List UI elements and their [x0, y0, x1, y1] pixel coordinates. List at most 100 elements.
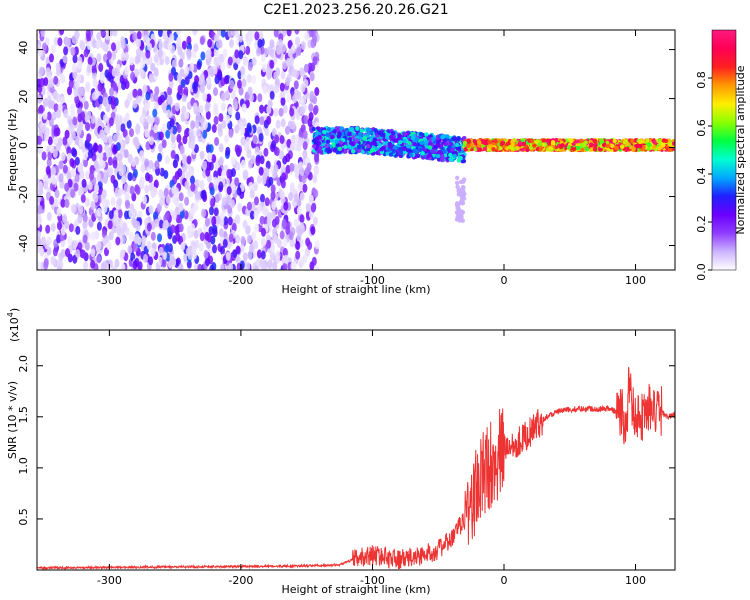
spectrogram-cell: [120, 249, 125, 259]
spectrogram-cell: [280, 179, 286, 189]
spectrogram-cell: [251, 231, 257, 241]
spectrogram-cell: [128, 232, 134, 242]
spectrogram-cell: [314, 167, 319, 177]
spectrogram-cell: [139, 114, 145, 124]
spectrogram-cell: [94, 230, 100, 240]
spectrogram-cell: [236, 262, 242, 270]
spectrogram-cell: [461, 158, 467, 164]
spectrogram-cell: [351, 149, 356, 154]
spectrogram-cell: [45, 224, 51, 234]
spectrogram-cell: [216, 30, 222, 37]
spectrogram-cell: [91, 64, 97, 74]
spectrogram-cell: [49, 53, 54, 63]
spectrogram-cell: [226, 168, 232, 178]
spectrogram-cell: [201, 208, 207, 218]
spectrogram-cell: [209, 186, 215, 196]
spectrogram-cell: [194, 239, 200, 249]
spectrogram-cell: [50, 166, 56, 175]
spectrogram-cell: [309, 72, 315, 82]
spectrogram-cell: [38, 48, 43, 57]
spectrogram-cell: [141, 235, 147, 245]
spectrogram-cell: [372, 141, 378, 146]
snr-series-line: [37, 367, 675, 570]
spectrogram-cell: [235, 111, 241, 121]
spectrogram-cell: [208, 226, 214, 236]
spectrogram-cell: [83, 48, 89, 58]
spectrogram-region: [462, 138, 675, 153]
spectrogram-cell: [73, 88, 79, 97]
spectrogram-cell: [270, 251, 275, 261]
colorbar-label: Normalized spectral amplitude: [734, 65, 747, 234]
spectrogram-cell: [108, 73, 114, 83]
spectrogram-cell: [228, 129, 234, 138]
spectrogram-cell: [419, 140, 424, 146]
spectrogram-cell: [171, 66, 176, 76]
spectrogram-cell: [85, 30, 91, 39]
colorbar: 0.00.20.40.60.8 Normalized spectral ampl…: [695, 29, 747, 281]
spectrogram-cell: [178, 192, 184, 202]
spectrogram-cell: [206, 76, 212, 86]
spectrogram-cell: [62, 136, 68, 146]
spectrogram-cell: [418, 131, 424, 137]
spectrogram-cell: [231, 90, 236, 100]
spectrogram-cell: [312, 56, 318, 66]
spectrogram-cell: [167, 86, 173, 96]
spectrogram-cell: [424, 139, 429, 145]
spectrogram-cell: [347, 136, 353, 142]
spectrogram-cell: [258, 166, 264, 176]
spectrogram-cell: [300, 256, 305, 266]
spectrogram-cell: [115, 142, 121, 151]
spectrogram-cell: [145, 141, 151, 151]
spectrogram-cell: [80, 194, 86, 203]
spectrogram-cell: [190, 140, 196, 150]
spectrogram-cell: [515, 146, 520, 151]
spectrogram-cell: [53, 127, 59, 137]
spectrogram-cell: [97, 82, 103, 92]
spectrogram-cell: [566, 145, 571, 150]
spectrogram-cell: [392, 145, 398, 150]
spectrogram-cell: [96, 39, 102, 49]
spectrogram-cell: [448, 152, 453, 158]
spectrogram-cell: [260, 53, 266, 63]
spectrogram-cell: [249, 210, 255, 220]
spectrogram-cell: [50, 44, 56, 54]
spectrogram-cell: [146, 241, 152, 250]
spectrogram-cell: [388, 152, 394, 157]
spectrogram-cell: [42, 98, 48, 108]
spectrogram-cell: [115, 40, 121, 50]
spectrogram-cell: [283, 201, 289, 211]
spectrogram-cell: [447, 145, 452, 150]
spectrogram-cell: [431, 148, 436, 154]
spectrogram-cell: [96, 241, 102, 250]
spectrogram-cell: [584, 146, 589, 152]
spectrogram-cell: [87, 56, 93, 66]
spectrogram-cell: [209, 68, 215, 78]
spectrogram-cell: [157, 233, 162, 243]
spectrogram-cell: [49, 144, 55, 154]
spectrogram-cell: [312, 216, 318, 226]
spectrogram-cell: [111, 42, 116, 52]
spectrogram-cell: [271, 127, 277, 137]
spectrogram-cell: [93, 193, 99, 203]
spectrogram-cell: [356, 144, 362, 149]
spectrogram-cell: [412, 142, 417, 147]
spectrogram-cell: [199, 180, 205, 190]
spectrogram-cell: [270, 191, 276, 200]
spectrogram-cell: [124, 210, 129, 220]
spectrogram-cell: [279, 82, 285, 92]
spectrogram-cell: [234, 177, 240, 187]
spectrogram-cell: [528, 145, 534, 150]
spectrogram-cell: [158, 188, 164, 198]
spectrogram-cell: [57, 37, 63, 47]
spectrogram-cell: [254, 265, 260, 270]
spectrogram-cell: [93, 142, 98, 152]
spectrogram-cell: [256, 249, 262, 259]
spectrogram-x-tick-label: -100: [360, 274, 385, 287]
spectrogram-cell: [68, 79, 74, 89]
spectrogram-cell: [37, 145, 43, 155]
spectrogram-cell: [271, 218, 277, 228]
spectrogram-cell: [103, 114, 108, 124]
spectrogram-cell: [281, 172, 287, 182]
spectrogram-cell: [166, 95, 172, 104]
spectrogram-cell: [129, 128, 134, 138]
